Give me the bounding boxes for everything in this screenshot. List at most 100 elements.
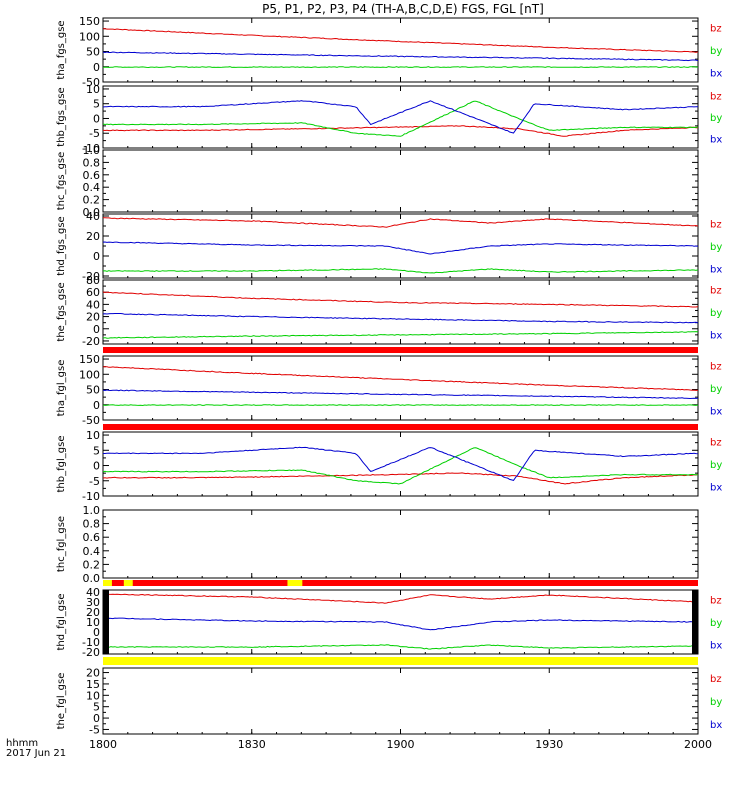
y-tick-label: 5 (93, 701, 100, 714)
series-line-bx (103, 446, 699, 481)
legend-bz: bz (710, 24, 722, 35)
series-line-bz (102, 366, 699, 391)
y-tick-label: 60 (86, 286, 100, 299)
series-line-bz (102, 291, 699, 308)
series-line-bx (102, 51, 699, 62)
y-tick-label: 0.4 (83, 181, 101, 194)
series-line-bz (102, 472, 699, 485)
y-tick-label: 0 (93, 323, 100, 336)
series-line-by (102, 66, 699, 69)
flag-bar (103, 657, 698, 665)
y-tick-label: 10 (86, 689, 100, 702)
y-tick-label: -10 (82, 142, 100, 155)
legend-bz: bz (710, 438, 722, 449)
y-axis-label: tha_fgl_gse (56, 360, 67, 417)
legend-by: by (710, 460, 722, 471)
y-tick-label: 20 (86, 311, 100, 324)
legend-bx: bx (710, 640, 722, 651)
legend-bz: bz (710, 674, 722, 685)
series-line-by (102, 268, 699, 274)
y-axis-label: thd_fgl_gse (56, 594, 67, 651)
x-tick-label: 1800 (89, 738, 117, 751)
footer-label: hhmm (6, 738, 38, 749)
y-tick-label: -10 (82, 636, 100, 649)
y-tick-label: 0.0 (83, 206, 101, 219)
y-tick-label: 0.8 (83, 518, 101, 531)
y-tick-label: 150 (79, 353, 100, 366)
flag-bar (123, 580, 133, 586)
y-tick-label: 10 (86, 429, 100, 442)
y-axis-label: thb_fgs_gse (56, 87, 67, 146)
y-tick-label: 1.0 (83, 504, 101, 517)
y-tick-label: -20 (82, 335, 100, 348)
y-tick-label: 50 (86, 384, 100, 397)
legend-by: by (710, 384, 722, 395)
series-line-by (102, 404, 699, 407)
panel-thb_fgs_gse: -10 -5 05 10 thb_fgs_gse bz by bx (56, 83, 722, 155)
legend-bz: bz (710, 596, 722, 607)
y-tick-label: 0.4 (83, 545, 101, 558)
y-tick-label: 0 (93, 399, 100, 412)
y-axis-label: thd_fgs_gse (56, 216, 67, 275)
y-tick-label: 0 (93, 460, 100, 473)
y-tick-label: -5 (89, 723, 100, 736)
y-tick-label: 100 (79, 368, 100, 381)
panel-frame (102, 149, 699, 213)
flag-bar (103, 347, 698, 353)
y-tick-label: 15 (86, 678, 100, 691)
panel-frame (102, 589, 699, 655)
y-tick-label: 5 (93, 98, 100, 111)
legend-bz: bz (710, 286, 722, 297)
flag-bar (103, 424, 698, 430)
y-tick-label: -10 (82, 490, 100, 503)
y-tick-label: 0.6 (83, 531, 101, 544)
series-line-bx (102, 389, 699, 400)
panel-tha_fgl_gse: -50 0 50 100 150 tha_fgl_gse bz by bx (56, 353, 722, 430)
y-tick-label: -50 (82, 414, 100, 427)
y-tick-label: 0 (93, 250, 100, 263)
legend-bx: bx (710, 406, 722, 417)
legend-by: by (710, 308, 722, 319)
y-tick-label: 0.2 (83, 558, 101, 571)
flag-bar (103, 580, 112, 586)
panel-thc_fgs_gse: 0.00.20.40.60.81.0 thc_fgs_gse (56, 144, 699, 219)
edge-bar (692, 590, 698, 654)
y-tick-label: 40 (86, 298, 100, 311)
panel-frame (102, 279, 699, 345)
legend-bx: bx (710, 68, 722, 79)
series-line-by (102, 331, 699, 339)
edge-bar (103, 590, 109, 654)
series-line-bz (102, 593, 699, 604)
series-line-by (102, 644, 699, 650)
y-tick-label: -5 (89, 475, 100, 488)
y-tick-label: 1.0 (83, 144, 101, 157)
legend-by: by (710, 697, 722, 708)
y-tick-label: 0 (93, 112, 100, 125)
legend-bx: bx (710, 482, 722, 493)
chart-title: P5, P1, P2, P3, P4 (TH-A,B,C,D,E) FGS, F… (262, 2, 544, 16)
y-tick-label: 10 (86, 83, 100, 96)
y-tick-label: 0.2 (83, 194, 101, 207)
y-tick-label: -50 (82, 76, 100, 89)
y-tick-label: 5 (93, 444, 100, 457)
y-tick-label: 50 (86, 46, 100, 59)
panel-thc_fgl_gse: 0.00.20.40.60.81.0 thc_fgl_gse (56, 504, 699, 586)
legend-bx: bx (710, 135, 722, 146)
y-tick-label: 0 (93, 712, 100, 725)
series-line-by (102, 100, 699, 137)
legend-bz: bz (710, 362, 722, 373)
panel-frame (102, 431, 699, 497)
series-line-by (102, 447, 699, 485)
y-axis-label: thc_fgs_gse (56, 152, 67, 211)
legend-bx: bx (710, 264, 722, 275)
flag-bar (287, 580, 303, 586)
legend-by: by (710, 46, 722, 57)
series-line-bz (102, 125, 698, 137)
panel-frame (102, 355, 699, 421)
y-tick-label: 0 (93, 626, 100, 639)
y-axis-label: thc_fgl_gse (56, 516, 67, 572)
